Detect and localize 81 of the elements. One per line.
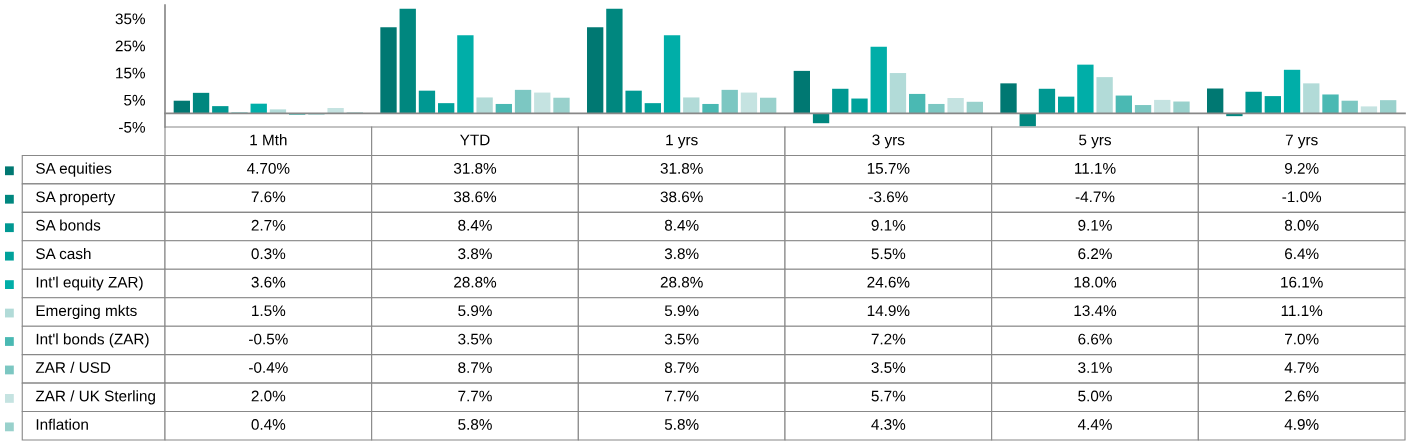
legend-label: Int'l bonds (ZAR) <box>36 333 149 348</box>
legend-label: Emerging mkts <box>36 304 137 320</box>
data-label: 8.0% <box>1284 219 1319 231</box>
data-label: 7.7% <box>665 390 699 402</box>
data-label: 4.9% <box>1284 419 1319 430</box>
data-label: 7.6% <box>251 191 286 203</box>
data-label: 5.9% <box>458 305 492 317</box>
y-tick-label: 35% <box>115 13 146 25</box>
data-label: 3.8% <box>458 248 492 260</box>
data-label: 6.2% <box>1078 248 1112 260</box>
data-label: -1.0% <box>1282 191 1322 203</box>
legend-label: Inflation <box>36 418 88 430</box>
y-tick-label: 25% <box>115 40 146 52</box>
x-tick-label: 1 yrs <box>666 134 698 149</box>
data-label: -4.7% <box>1075 191 1115 203</box>
data-label: 3.1% <box>1078 362 1112 373</box>
x-tick-label: 3 yrs <box>872 134 905 149</box>
legend-label: Int'l equity ZAR) <box>36 276 143 291</box>
data-label: 31.8% <box>660 162 703 174</box>
legend-label: ZAR / UK Sterling <box>35 390 155 405</box>
data-label: 16.1% <box>1281 276 1323 288</box>
data-label: 3.5% <box>871 362 906 373</box>
data-label: 2.0% <box>251 390 286 402</box>
legend-label: SA bonds <box>36 219 101 231</box>
data-label: 9.1% <box>1078 219 1112 231</box>
data-label: -3.6% <box>869 191 908 203</box>
data-label: 9.1% <box>871 219 906 231</box>
legend-label: SA equities <box>36 162 112 177</box>
data-label: 8.4% <box>458 219 492 231</box>
data-label: 24.6% <box>867 276 910 288</box>
data-label: 28.8% <box>454 276 497 288</box>
data-label: 38.6% <box>660 191 703 203</box>
data-label: 3.5% <box>664 333 699 345</box>
y-tick-label: 15% <box>116 67 146 79</box>
data-label: 4.7% <box>1284 362 1319 373</box>
data-label: 13.4% <box>1074 305 1117 317</box>
data-label: 3.6% <box>251 276 286 288</box>
data-label: 6.4% <box>1285 248 1319 260</box>
data-label: 11.1% <box>1281 305 1323 316</box>
data-label: 4.70% <box>247 162 290 174</box>
data-label: 5.7% <box>871 390 906 402</box>
legend-label: SA property <box>36 191 116 206</box>
y-tick-label: -5% <box>119 121 146 133</box>
data-label: 0.4% <box>251 419 286 430</box>
data-label: 8.7% <box>664 362 699 373</box>
legend-label: ZAR / USD <box>35 361 111 373</box>
y-tick-label: 5% <box>124 94 146 106</box>
data-label: 7.7% <box>458 390 492 402</box>
data-label: 5.8% <box>458 419 492 430</box>
x-tick-label: 7 yrs <box>1285 134 1318 149</box>
data-label: 3.8% <box>664 248 699 260</box>
data-label: 14.9% <box>867 305 910 317</box>
data-label: 7.2% <box>871 333 906 345</box>
x-tick-label: 1 Mth <box>250 134 287 146</box>
data-label: 0.3% <box>251 248 286 260</box>
data-label: 7.0% <box>1285 333 1319 345</box>
data-label: -0.4% <box>249 362 288 373</box>
data-label: 8.7% <box>458 362 492 373</box>
x-tick-label: YTD <box>460 134 490 146</box>
data-label: 38.6% <box>453 191 497 203</box>
data-label: 3.5% <box>458 333 492 345</box>
data-label: 28.8% <box>660 276 703 288</box>
data-label: 2.6% <box>1285 390 1319 402</box>
x-tick-label: 5 yrs <box>1079 134 1111 149</box>
data-label: 5.8% <box>664 419 699 430</box>
data-label: 8.4% <box>664 219 699 231</box>
data-label: 4.4% <box>1077 419 1112 430</box>
data-label: 1.5% <box>252 305 286 317</box>
data-label: 5.9% <box>664 305 699 317</box>
data-label: 5.0% <box>1078 390 1112 402</box>
data-label: 11.1% <box>1075 163 1116 174</box>
data-label: 5.5% <box>871 248 906 260</box>
data-label: 6.6% <box>1078 333 1112 345</box>
data-label: 31.8% <box>453 162 497 174</box>
data-label: 9.2% <box>1284 162 1319 174</box>
data-label: 18.0% <box>1074 276 1117 288</box>
data-label: 4.3% <box>871 419 906 430</box>
data-label: 2.7% <box>251 219 286 231</box>
legend-label: SA cash <box>36 247 91 260</box>
data-label: -0.5% <box>249 333 288 345</box>
data-label: 15.7% <box>867 163 910 174</box>
